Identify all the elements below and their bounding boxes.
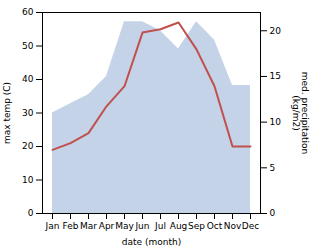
svg-text:5: 5 [270, 163, 276, 173]
svg-text:0: 0 [28, 208, 34, 218]
svg-text:40: 40 [22, 74, 34, 84]
svg-text:Aug: Aug [170, 221, 188, 231]
svg-text:Apr: Apr [99, 221, 115, 231]
svg-text:20: 20 [270, 26, 282, 36]
svg-text:May: May [115, 221, 134, 231]
svg-text:60: 60 [22, 7, 34, 17]
svg-text:med. precipitation(kg/m2): med. precipitation(kg/m2) [291, 72, 310, 154]
svg-text:Feb: Feb [63, 221, 79, 231]
svg-text:Dec: Dec [242, 221, 259, 231]
svg-text:Jun: Jun [134, 221, 149, 231]
svg-text:30: 30 [22, 108, 34, 118]
svg-text:15: 15 [270, 71, 281, 81]
svg-text:date (month): date (month) [122, 237, 181, 247]
svg-text:20: 20 [22, 141, 34, 151]
svg-text:Sep: Sep [188, 221, 205, 231]
svg-text:Jul: Jul [154, 221, 166, 231]
svg-text:10: 10 [22, 175, 34, 185]
svg-text:0: 0 [270, 208, 276, 218]
svg-text:Jan: Jan [45, 221, 60, 231]
svg-text:50: 50 [22, 41, 34, 51]
svg-text:Nov: Nov [224, 221, 242, 231]
svg-text:Mar: Mar [80, 221, 97, 231]
svg-text:max temp (C): max temp (C) [2, 82, 12, 144]
svg-text:10: 10 [270, 117, 282, 127]
svg-text:Oct: Oct [207, 221, 223, 231]
